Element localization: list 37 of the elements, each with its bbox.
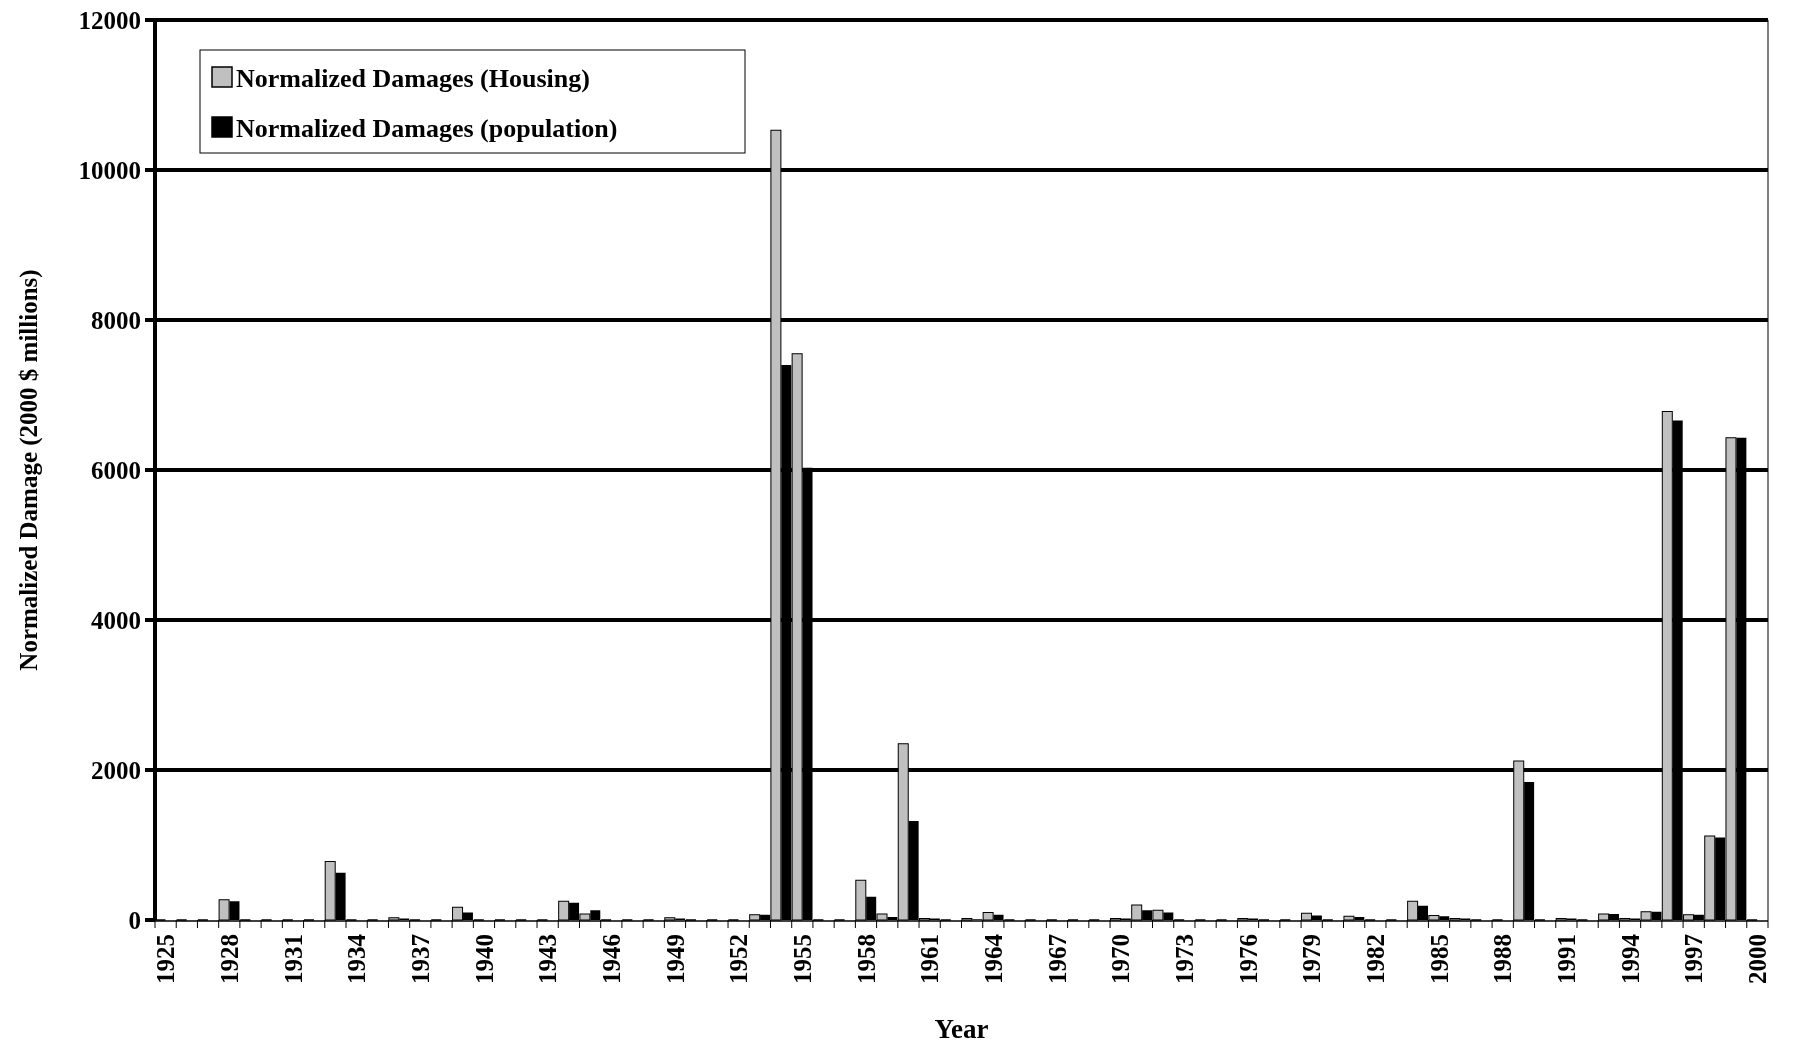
x-tick-label: 1940	[470, 934, 498, 984]
x-tick-label: 1967	[1043, 934, 1071, 984]
x-tick-label: 1982	[1362, 934, 1390, 984]
x-tick-label: 1985	[1425, 934, 1453, 984]
x-tick-label: 1946	[598, 934, 626, 984]
x-tick-label: 1994	[1616, 933, 1644, 984]
x-tick-label: 1934	[343, 933, 371, 984]
y-tick-label: 12000	[78, 6, 141, 34]
x-tick-label: 1976	[1234, 934, 1262, 984]
x-tick-label: 1961	[916, 934, 944, 984]
x-tick-label: 1952	[725, 934, 753, 984]
x-tick-label: 1928	[216, 934, 244, 984]
x-tick-label: 1979	[1298, 934, 1326, 984]
y-tick-label: 8000	[91, 306, 141, 334]
x-tick-label: 1958	[852, 934, 880, 984]
x-tick-label: 2000	[1744, 934, 1772, 984]
legend-label: Normalized Damages (population)	[236, 114, 618, 144]
legend-label: Normalized Damages (Housing)	[236, 64, 590, 94]
x-tick-label: 1997	[1680, 934, 1708, 984]
x-tick-label: 1931	[279, 934, 307, 984]
x-tick-label: 1955	[789, 934, 817, 984]
x-tick-label: 1988	[1489, 934, 1517, 984]
x-tick-label: 1973	[1171, 934, 1199, 984]
y-tick-label: 10000	[78, 156, 141, 184]
x-tick-label: 1925	[152, 934, 180, 984]
y-tick-label: 4000	[91, 606, 141, 634]
y-axis-title: Normalized Damage (2000 $ millions)	[15, 269, 43, 671]
x-tick-label: 1949	[661, 934, 689, 984]
x-axis-title: Year	[934, 1014, 989, 1044]
x-tick-label: 1937	[407, 934, 435, 984]
x-tick-label: 1964	[980, 933, 1008, 984]
x-tick-label: 1943	[534, 934, 562, 984]
x-tick-label: 1991	[1553, 934, 1581, 984]
x-tick-label: 1970	[1107, 934, 1135, 984]
y-tick-label: 6000	[91, 456, 141, 484]
y-tick-label: 2000	[91, 756, 141, 784]
y-tick-label: 0	[128, 906, 141, 934]
